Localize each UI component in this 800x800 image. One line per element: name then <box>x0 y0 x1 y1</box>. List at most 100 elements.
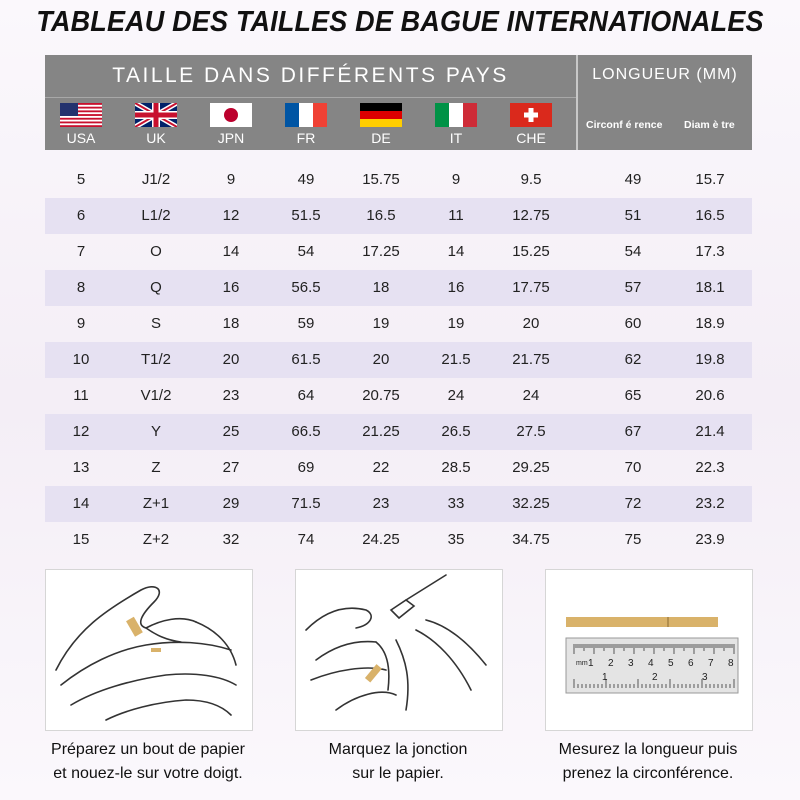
table-cell: 21.4 <box>695 423 725 440</box>
table-cell: 18 <box>222 315 240 332</box>
table-cell: 28.5 <box>441 459 471 476</box>
table-row: 10 T1/2 20 61.5 20 21.5 21.75 62 19.8 <box>45 342 752 378</box>
usa-flag-icon <box>60 103 102 127</box>
table-cell: 15 <box>72 531 90 548</box>
table-cell: 65 <box>624 387 642 404</box>
table-cell: 16 <box>447 279 465 296</box>
table-cell: 18.1 <box>695 279 725 296</box>
ruler-label-top: 1 <box>588 658 594 669</box>
ruler-label-top: 2 <box>608 658 614 669</box>
table-cell: 29.25 <box>512 459 550 476</box>
table-cell: 20.75 <box>362 387 400 404</box>
ruler-label-top: 8 <box>728 658 734 669</box>
table-cell: 22.3 <box>695 459 725 476</box>
table-cell: 7 <box>76 243 86 260</box>
table-cell: 69 <box>297 459 315 476</box>
header-divider <box>45 97 576 98</box>
table-cell: 15.25 <box>512 243 550 260</box>
table-cell: 18 <box>372 279 390 296</box>
table-cell: 18.9 <box>695 315 725 332</box>
table-header: TAILLE DANS DIFFÉRENTS PAYS LONGUEUR (MM… <box>45 55 752 150</box>
table-cell: 9 <box>451 171 461 188</box>
table-row: 8 Q 16 56.5 18 16 17.75 57 18.1 <box>45 270 752 306</box>
circumference-header: Circonf é rence <box>586 119 663 131</box>
step-1-caption: Préparez un bout de papier et nouez-le s… <box>18 738 278 786</box>
table-cell: 23 <box>222 387 240 404</box>
table-cell: 56.5 <box>291 279 321 296</box>
table-cell: 16.5 <box>366 207 396 224</box>
ruler-label-top: 7 <box>708 658 714 669</box>
table-cell: S <box>150 315 161 332</box>
paper-strip <box>566 617 718 627</box>
table-cell: 72 <box>624 495 642 512</box>
table-row: 5 J1/2 9 49 15.75 9 9.5 49 15.7 <box>45 162 752 198</box>
table-cell: 12.75 <box>512 207 550 224</box>
page-title: TABLEAU DES TAILLES DE BAGUE INTERNATION… <box>36 6 764 38</box>
table-cell: 20 <box>522 315 540 332</box>
ruler-label-top: 6 <box>688 658 694 669</box>
table-cell: 19 <box>447 315 465 332</box>
table-cell: 24 <box>522 387 540 404</box>
table-cell: 34.75 <box>512 531 550 548</box>
table-cell: 64 <box>297 387 315 404</box>
step-2-line-1: Marquez la jonction <box>328 741 468 758</box>
table-row: 11 V1/2 23 64 20.75 24 24 65 20.6 <box>45 378 752 414</box>
table-cell: 24 <box>447 387 465 404</box>
table-cell: 19 <box>372 315 390 332</box>
table-cell: 59 <box>297 315 315 332</box>
table-cell: 15.75 <box>362 171 400 188</box>
table-row: 9 S 18 59 19 19 20 60 18.9 <box>45 306 752 342</box>
table-cell: Z+1 <box>142 495 170 512</box>
table-cell: O <box>150 243 162 260</box>
table-cell: 66.5 <box>291 423 321 440</box>
table-cell: L1/2 <box>141 207 171 224</box>
step-1-line-1: Préparez un bout de papier <box>51 741 245 758</box>
country-code-fr: FR <box>296 130 316 146</box>
table-cell: 29 <box>222 495 240 512</box>
table-cell: T1/2 <box>140 351 171 368</box>
france-flag-icon <box>285 103 327 127</box>
country-code-de: DE <box>371 130 391 146</box>
table-cell: 54 <box>297 243 315 260</box>
ruler-label-bottom: 2 <box>652 672 658 683</box>
table-cell: 23.2 <box>695 495 725 512</box>
table-cell: 8 <box>76 279 86 296</box>
table-cell: 22 <box>372 459 390 476</box>
step-3-caption: Mesurez la longueur puis prenez la circo… <box>518 738 778 786</box>
table-cell: 16.5 <box>695 207 725 224</box>
table-cell: 21.25 <box>362 423 400 440</box>
table-cell: 14 <box>72 495 90 512</box>
table-cell: 9 <box>226 171 236 188</box>
table-cell: 67 <box>624 423 642 440</box>
table-cell: 11 <box>448 207 464 224</box>
table-cell: 23.9 <box>695 531 725 548</box>
table-cell: 12 <box>222 207 240 224</box>
table-cell: 35 <box>447 531 465 548</box>
switzerland-flag-icon <box>510 103 552 127</box>
table-cell: 71.5 <box>291 495 321 512</box>
table-cell: 74 <box>297 531 315 548</box>
step-2-illustration <box>295 569 503 731</box>
table-cell: 51 <box>624 207 642 224</box>
table-cell: 20 <box>222 351 240 368</box>
step-2-caption: Marquez la jonction sur le papier. <box>268 738 528 786</box>
step-3-line-2: prenez la circonférence. <box>562 765 734 782</box>
table-cell: 17.25 <box>362 243 400 260</box>
table-row: 7 O 14 54 17.25 14 15.25 54 17.3 <box>45 234 752 270</box>
ruler-label-top: 3 <box>628 658 634 669</box>
table-cell: 14 <box>447 243 465 260</box>
table-cell: 54 <box>624 243 642 260</box>
table-cell: 16 <box>222 279 240 296</box>
table-cell: 19.8 <box>695 351 725 368</box>
table-cell: 13 <box>72 459 90 476</box>
uk-flag-icon <box>135 103 177 127</box>
table-row: 15 Z+2 32 74 24.25 35 34.75 75 23.9 <box>45 522 752 558</box>
table-cell: Z+2 <box>142 531 170 548</box>
table-cell: 12 <box>72 423 90 440</box>
table-cell: 23 <box>372 495 390 512</box>
table-row: 13 Z 27 69 22 28.5 29.25 70 22.3 <box>45 450 752 486</box>
table-row: 12 Y 25 66.5 21.25 26.5 27.5 67 21.4 <box>45 414 752 450</box>
table-cell: 26.5 <box>441 423 471 440</box>
diameter-header: Diam è tre <box>684 119 735 131</box>
table-cell: 10 <box>72 351 90 368</box>
